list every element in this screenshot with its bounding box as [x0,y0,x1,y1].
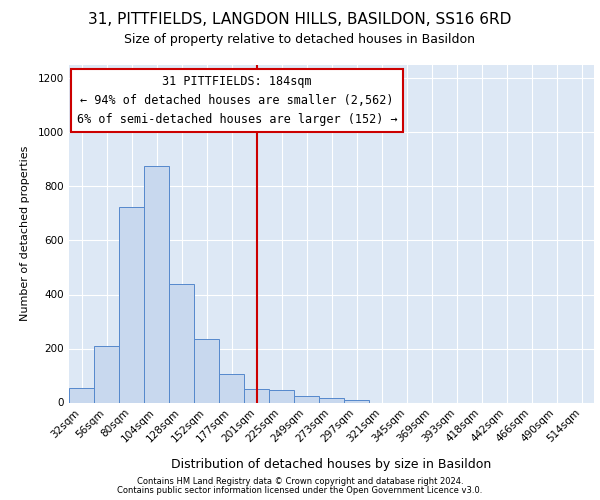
Bar [144,166,169,402]
Bar [194,339,219,402]
Bar [219,374,244,402]
Bar [294,396,319,402]
Text: Contains public sector information licensed under the Open Government Licence v3: Contains public sector information licen… [118,486,482,495]
Bar [69,388,94,402]
X-axis label: Distribution of detached houses by size in Basildon: Distribution of detached houses by size … [172,458,491,471]
Text: Contains HM Land Registry data © Crown copyright and database right 2024.: Contains HM Land Registry data © Crown c… [137,477,463,486]
Text: 31, PITTFIELDS, LANGDON HILLS, BASILDON, SS16 6RD: 31, PITTFIELDS, LANGDON HILLS, BASILDON,… [88,12,512,28]
Y-axis label: Number of detached properties: Number of detached properties [20,146,29,322]
Bar [244,389,269,402]
Bar [319,398,344,402]
Bar [94,346,119,403]
Bar [344,400,369,402]
Bar [119,206,144,402]
Text: Size of property relative to detached houses in Basildon: Size of property relative to detached ho… [125,32,476,46]
Text: 31 PITTFIELDS: 184sqm
← 94% of detached houses are smaller (2,562)
6% of semi-de: 31 PITTFIELDS: 184sqm ← 94% of detached … [77,75,397,126]
Bar [269,390,294,402]
Bar [169,284,194,403]
